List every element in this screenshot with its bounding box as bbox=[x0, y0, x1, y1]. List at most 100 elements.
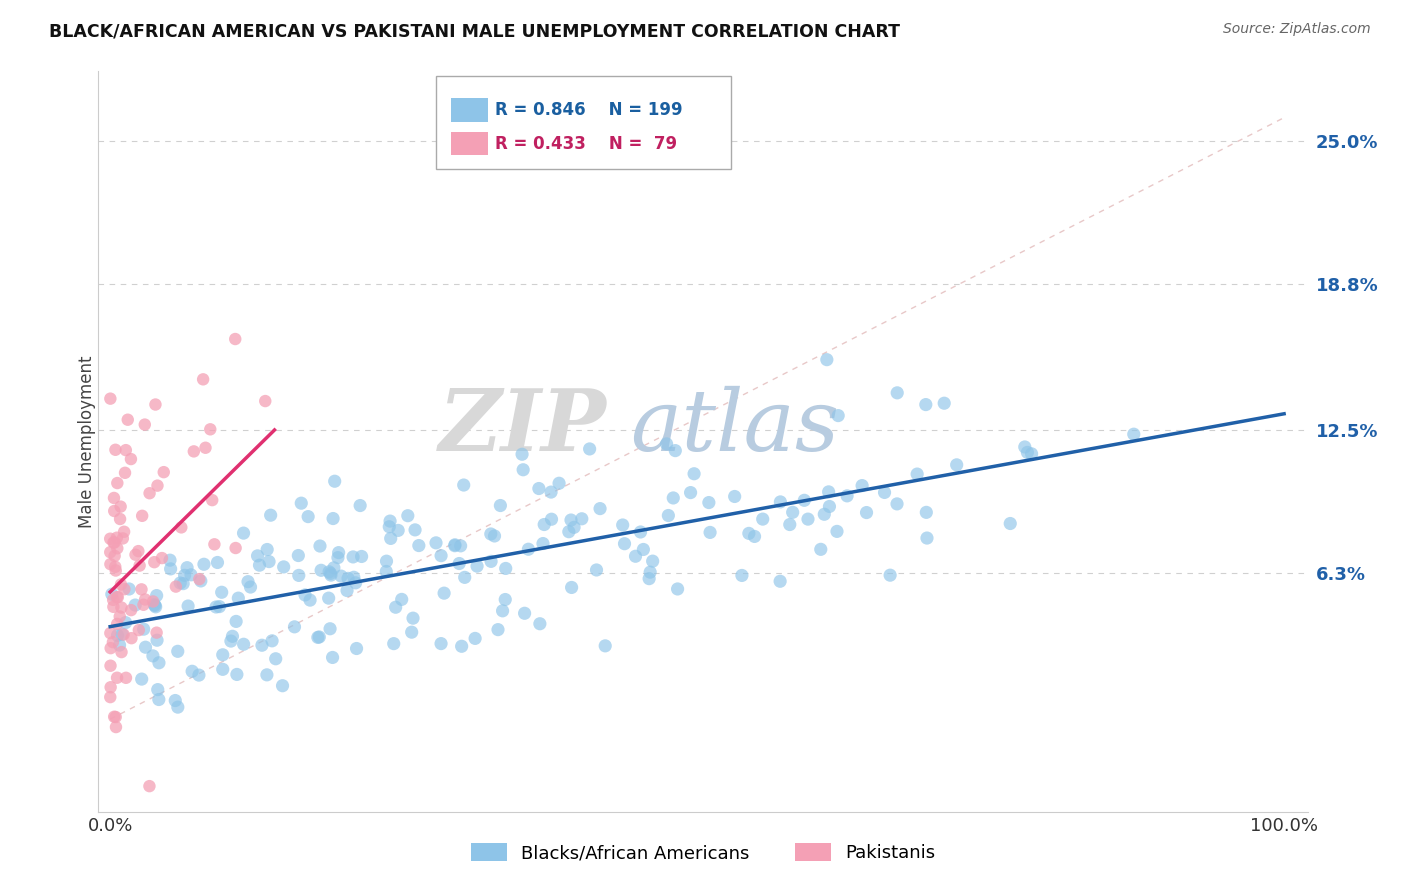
Point bbox=[169, 576, 191, 591]
Point bbox=[344, 575, 367, 590]
Point bbox=[131, 508, 153, 523]
Point bbox=[103, 535, 125, 549]
Point bbox=[191, 372, 214, 386]
Point bbox=[589, 501, 612, 516]
Point bbox=[100, 658, 122, 673]
Point bbox=[486, 623, 509, 637]
Point bbox=[299, 593, 322, 607]
Point bbox=[132, 622, 155, 636]
Point bbox=[454, 570, 477, 584]
Point bbox=[561, 581, 583, 595]
Point bbox=[425, 536, 447, 550]
Point bbox=[124, 598, 146, 612]
Point bbox=[533, 517, 555, 532]
Point bbox=[585, 563, 607, 577]
Point bbox=[128, 623, 150, 637]
Point bbox=[294, 588, 316, 602]
Point bbox=[319, 622, 342, 636]
Point bbox=[108, 609, 131, 624]
Point bbox=[170, 520, 193, 534]
Point bbox=[873, 485, 896, 500]
Point bbox=[288, 568, 311, 582]
Point bbox=[404, 523, 426, 537]
Point bbox=[232, 526, 254, 541]
Point bbox=[101, 592, 124, 607]
Point bbox=[121, 631, 143, 645]
Point bbox=[103, 504, 125, 518]
Point bbox=[107, 590, 129, 604]
Point bbox=[540, 485, 562, 500]
Point bbox=[657, 508, 679, 523]
Text: ZIP: ZIP bbox=[439, 385, 606, 468]
Point bbox=[464, 632, 486, 646]
Point bbox=[578, 442, 600, 456]
Point bbox=[744, 529, 766, 543]
Point bbox=[103, 599, 125, 614]
Point bbox=[879, 568, 901, 582]
Legend: Blacks/African Americans, Pakistanis: Blacks/African Americans, Pakistanis bbox=[464, 836, 942, 870]
Point bbox=[851, 478, 873, 492]
Point bbox=[105, 476, 128, 491]
Point bbox=[513, 607, 536, 621]
Point bbox=[128, 558, 150, 573]
Point bbox=[401, 625, 423, 640]
Point bbox=[148, 656, 170, 670]
Point bbox=[159, 562, 181, 576]
Point bbox=[173, 568, 195, 582]
Point bbox=[319, 566, 342, 581]
Point bbox=[120, 452, 142, 467]
Point bbox=[166, 644, 188, 658]
Point bbox=[249, 558, 271, 573]
Point bbox=[232, 637, 254, 651]
Point bbox=[211, 662, 233, 676]
Point bbox=[138, 486, 160, 500]
Point bbox=[731, 568, 754, 582]
Point bbox=[793, 493, 815, 508]
Point bbox=[1014, 440, 1036, 454]
Point bbox=[666, 582, 689, 596]
Text: BLACK/AFRICAN AMERICAN VS PAKISTANI MALE UNEMPLOYMENT CORRELATION CHART: BLACK/AFRICAN AMERICAN VS PAKISTANI MALE… bbox=[49, 22, 900, 40]
Point bbox=[107, 628, 129, 642]
Point bbox=[262, 633, 284, 648]
Point bbox=[662, 491, 685, 505]
Point bbox=[105, 591, 128, 605]
Point bbox=[443, 539, 465, 553]
Point bbox=[835, 489, 858, 503]
Point bbox=[655, 437, 678, 451]
Point bbox=[309, 563, 332, 577]
Point bbox=[273, 560, 295, 574]
Point bbox=[131, 672, 153, 686]
Point bbox=[108, 638, 131, 652]
Point bbox=[115, 671, 138, 685]
Point bbox=[934, 396, 956, 410]
Point bbox=[318, 591, 340, 606]
Point bbox=[225, 541, 247, 555]
Point bbox=[337, 571, 360, 585]
Point bbox=[430, 549, 453, 563]
Point bbox=[330, 569, 353, 583]
Point bbox=[180, 567, 202, 582]
Point bbox=[375, 565, 398, 579]
Point bbox=[914, 398, 936, 412]
Point bbox=[738, 526, 761, 541]
Point bbox=[624, 549, 647, 564]
Text: Source: ZipAtlas.com: Source: ZipAtlas.com bbox=[1223, 22, 1371, 37]
Point bbox=[380, 532, 402, 546]
Point bbox=[548, 476, 571, 491]
Point bbox=[382, 637, 405, 651]
Point bbox=[257, 555, 280, 569]
Point bbox=[103, 535, 125, 549]
Point bbox=[1122, 427, 1144, 442]
Point bbox=[138, 779, 160, 793]
Point bbox=[510, 447, 533, 461]
Point bbox=[558, 524, 581, 539]
Point bbox=[384, 600, 406, 615]
Y-axis label: Male Unemployment: Male Unemployment bbox=[79, 355, 96, 528]
Point bbox=[529, 616, 551, 631]
Point bbox=[322, 650, 344, 665]
Point bbox=[145, 625, 167, 640]
Point bbox=[254, 394, 277, 409]
Point bbox=[114, 615, 136, 630]
Point bbox=[145, 589, 167, 603]
Point bbox=[322, 561, 344, 575]
